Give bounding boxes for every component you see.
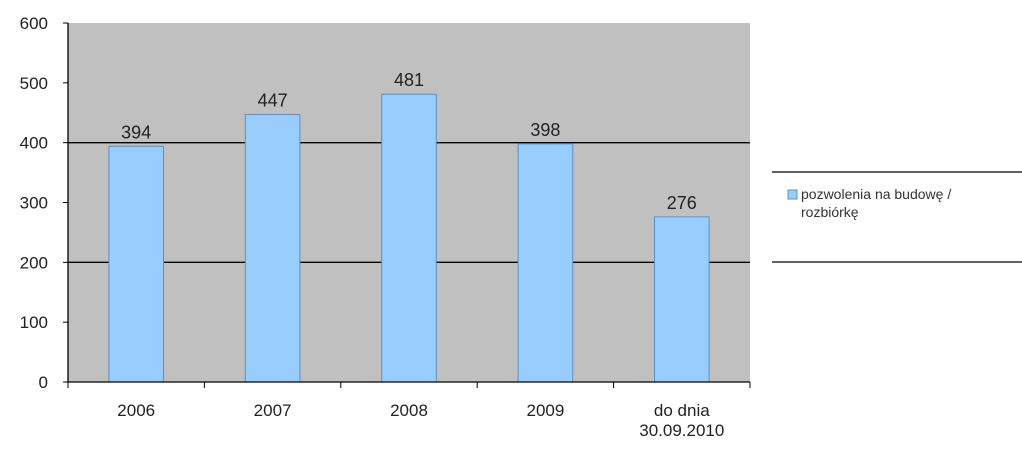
- bar: [108, 145, 164, 383]
- data-label: 481: [394, 70, 424, 90]
- data-label: 276: [667, 193, 697, 213]
- x-tick-label: 2009: [526, 401, 564, 420]
- bar: [244, 114, 301, 383]
- x-tick-label: do dnia 30.09.2010: [639, 401, 724, 440]
- legend: pozwolenia na budowę / rozbiórkę: [772, 171, 1022, 263]
- bars: [108, 93, 710, 383]
- y-tick-label: 600: [20, 14, 48, 33]
- legend-swatch: [787, 189, 798, 200]
- y-tick-label: 400: [20, 134, 48, 153]
- data-labels: 394 447 481 398 276: [121, 70, 697, 213]
- bar: [654, 216, 710, 383]
- y-tick-label: 300: [20, 194, 48, 213]
- legend-label-line-2: rozbiórkę: [801, 204, 859, 220]
- data-label: 447: [258, 91, 288, 111]
- x-tick-label: 2008: [390, 401, 428, 420]
- x-tick-label: 2006: [117, 401, 155, 420]
- y-tick-label: 500: [20, 74, 48, 93]
- y-tick-label: 200: [20, 253, 48, 272]
- y-tick-label: 0: [39, 373, 48, 392]
- y-axis-ticks: 0 100 200 300 400 500 600: [20, 14, 68, 392]
- y-tick-label: 100: [20, 313, 48, 332]
- x-tick-label: 2007: [254, 401, 292, 420]
- data-label: 394: [121, 122, 151, 142]
- x-axis-ticks: 2006 2007 2008 2009 do dnia 30.09.2010: [67, 382, 751, 440]
- legend-label-line-1: pozwolenia na budowę /: [801, 186, 951, 202]
- bar: [517, 143, 574, 383]
- data-label: 398: [530, 120, 560, 140]
- bar: [381, 93, 437, 383]
